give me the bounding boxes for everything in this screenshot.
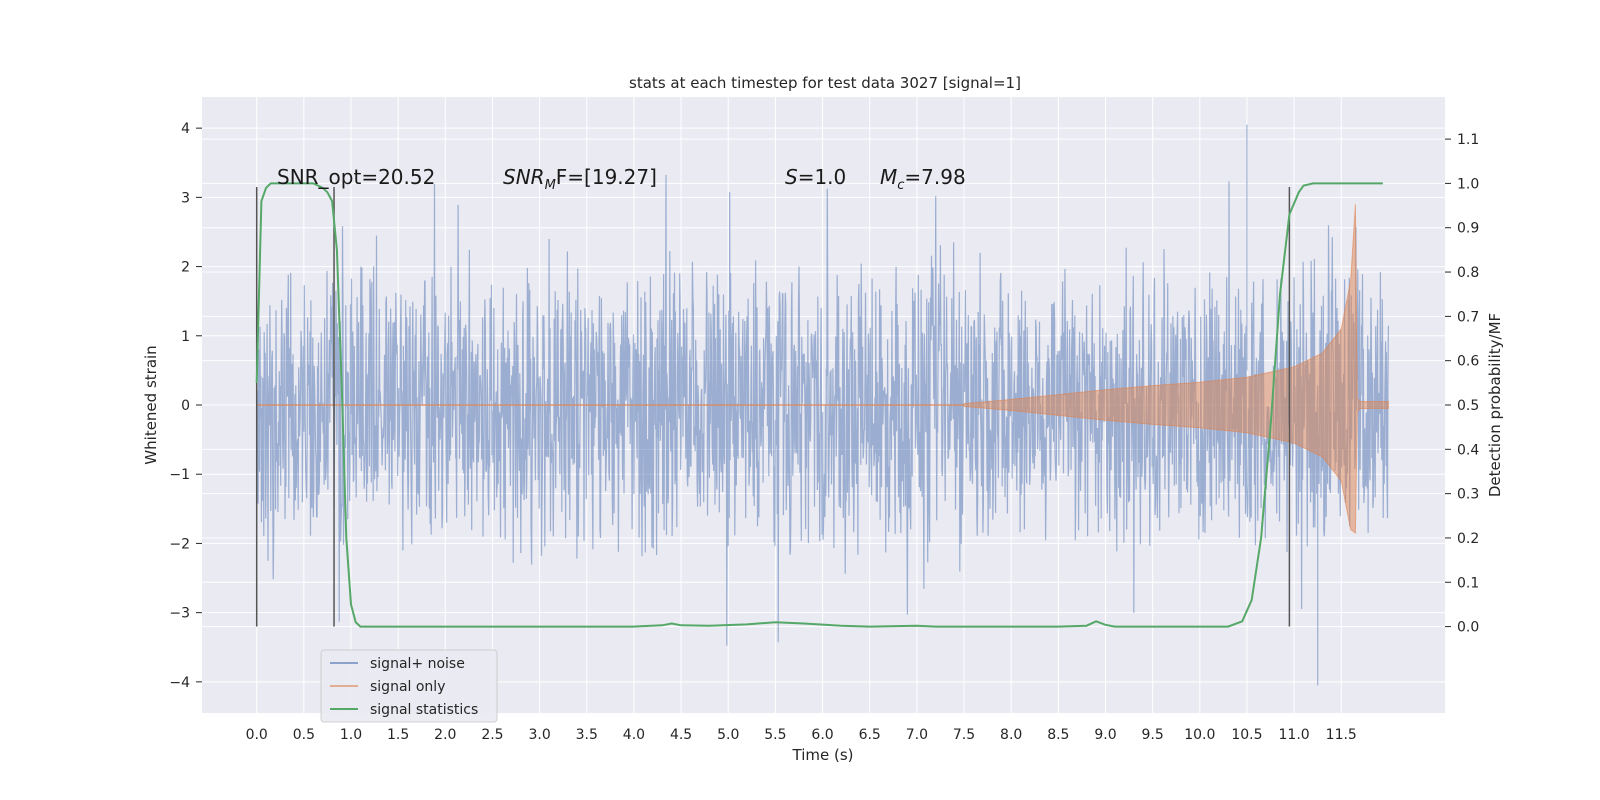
y2-tick-label: 0.6 bbox=[1457, 354, 1479, 370]
y-tick-label: 2 bbox=[181, 260, 190, 276]
y-tick-label: 1 bbox=[181, 329, 190, 345]
annotation-snr-mf-subscript: M bbox=[545, 178, 556, 193]
x-tick-label: 7.0 bbox=[906, 727, 928, 743]
annotation-snr-opt: SNR_opt=20.52 bbox=[277, 165, 435, 189]
x-tick-label: 10.5 bbox=[1231, 727, 1262, 743]
annotation-s: S=1.0 bbox=[785, 165, 846, 189]
legend-box bbox=[320, 649, 498, 723]
y2-tick-label: 0.7 bbox=[1457, 309, 1479, 325]
x-tick-label: 5.5 bbox=[764, 727, 786, 743]
x-tick-label: 3.5 bbox=[576, 727, 598, 743]
y2-tick-label: 0.3 bbox=[1457, 487, 1479, 503]
plot-layer bbox=[255, 124, 1389, 686]
x-tick-label: 4.5 bbox=[670, 727, 692, 743]
annotation-mc-symbol: M bbox=[880, 165, 897, 189]
axes: 0.0 0.5 1.0 1.5 2.0 2.5 3.0 3.5 4.0 4.5 5.0 5.5 6.0 6… bbox=[169, 121, 1479, 743]
y-tick-label: 3 bbox=[181, 190, 190, 206]
y-tick-label: −1 bbox=[169, 467, 190, 483]
x-tick-label: 11.0 bbox=[1279, 727, 1310, 743]
x-tick-label: 5.0 bbox=[717, 727, 739, 743]
legend-label-signal-statistics: signal statistics bbox=[370, 702, 478, 718]
x-tick-label: 8.5 bbox=[1047, 727, 1069, 743]
y-tick-label: 4 bbox=[181, 121, 190, 137]
annotation-mc-value: =7.98 bbox=[904, 165, 965, 189]
x-tick-label: 2.0 bbox=[434, 727, 456, 743]
x-tick-label: 9.0 bbox=[1094, 727, 1116, 743]
y-tick-label: −4 bbox=[169, 675, 190, 691]
y2-tick-label: 0.1 bbox=[1457, 575, 1479, 591]
x-tick-label: 8.0 bbox=[1000, 727, 1022, 743]
annotation-snr-mf-value: F=[19.27] bbox=[556, 165, 657, 189]
series-signal-only bbox=[963, 204, 1389, 534]
y2-tick-label: 1.1 bbox=[1457, 132, 1479, 148]
x-tick-label: 7.5 bbox=[953, 727, 975, 743]
x-axis-label: Time (s) bbox=[792, 746, 854, 764]
chart-title: stats at each timestep for test data 302… bbox=[629, 74, 1021, 92]
x-tick-label: 10.0 bbox=[1184, 727, 1215, 743]
y-tick-label: 0 bbox=[181, 398, 190, 414]
x-tick-label: 1.0 bbox=[340, 727, 362, 743]
y-tick-label: −2 bbox=[169, 536, 190, 552]
annotation-snr-mf-symbol: SNR bbox=[503, 165, 545, 189]
y2-tick-label: 0.9 bbox=[1457, 221, 1479, 237]
x-tick-label: 6.5 bbox=[859, 727, 881, 743]
annotation-s-symbol: S bbox=[785, 165, 798, 189]
series-signal-statistics bbox=[255, 182, 1383, 628]
x-tick-label: 0.5 bbox=[293, 727, 315, 743]
x-tick-label: 11.5 bbox=[1326, 727, 1357, 743]
x-tick-label: 9.5 bbox=[1142, 727, 1164, 743]
annotation-s-value: =1.0 bbox=[798, 165, 847, 189]
y2-tick-label: 0.2 bbox=[1457, 531, 1479, 547]
y2-tick-label: 0.5 bbox=[1457, 398, 1479, 414]
x-tick-label: 1.5 bbox=[387, 727, 409, 743]
legend-label-signal-noise: signal+ noise bbox=[370, 656, 465, 672]
y2-tick-label: 0.0 bbox=[1457, 620, 1479, 636]
x-tick-label: 4.0 bbox=[623, 727, 645, 743]
legend-label-signal-only: signal only bbox=[370, 679, 445, 695]
x-tick-label: 0.0 bbox=[246, 727, 268, 743]
series-signal-noise bbox=[256, 124, 1389, 686]
x-tick-label: 3.0 bbox=[528, 727, 550, 743]
y2-tick-label: 0.8 bbox=[1457, 265, 1479, 281]
annotation-snr-mf: SNRMF=[19.27] bbox=[503, 165, 657, 193]
y2-axis-label: Detection probability/MF bbox=[1486, 313, 1504, 497]
y-axis-label: Whitened strain bbox=[142, 345, 160, 464]
x-tick-label: 6.0 bbox=[811, 727, 833, 743]
x-tick-label: 2.5 bbox=[481, 727, 503, 743]
annotation-mc-subscript: c bbox=[897, 178, 904, 193]
annotation-mc: Mc=7.98 bbox=[880, 165, 966, 193]
y2-tick-label: 0.4 bbox=[1457, 442, 1479, 458]
y2-tick-label: 1.0 bbox=[1457, 176, 1479, 192]
y-tick-label: −3 bbox=[169, 606, 190, 622]
legend: signal+ noise signal only signal statist… bbox=[320, 649, 498, 723]
